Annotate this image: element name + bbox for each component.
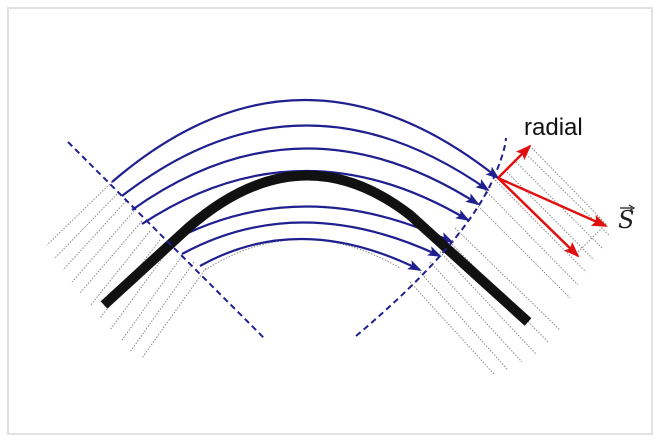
vector-construction-lines [531,147,607,255]
field-line-5 [165,205,454,245]
vectors [497,144,608,258]
field-line-7 [199,237,422,271]
radial-label: radial [524,114,583,141]
s-vector-label: S [618,206,634,234]
tangential-vector [497,177,580,258]
dashed-line-left [67,141,265,339]
field-line-3 [131,147,480,211]
waveguide-core [100,170,532,326]
inner-boundary-arc [204,239,401,271]
s-vector [497,176,608,228]
hatch-lines-left [46,181,207,359]
radial-vector [497,144,532,179]
s-vector-overbar-arrowhead [628,204,636,212]
s-vector-label-group: S [618,204,636,234]
field-line-1 [111,98,500,183]
figure-frame [7,7,653,435]
dashed-line-right [355,137,507,337]
field-line-2 [121,124,490,197]
field-line-6 [181,221,442,257]
